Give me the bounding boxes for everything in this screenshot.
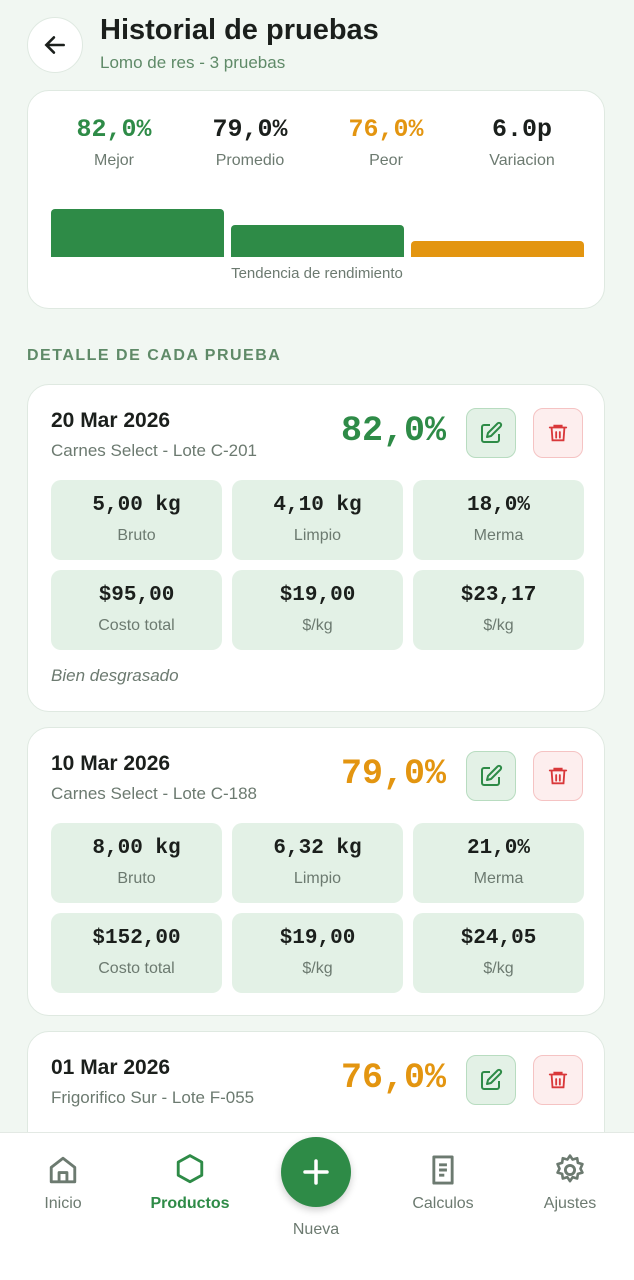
summary-card: Tendencia de rendimiento 82,0% Mejor 79,0%… [27,90,605,309]
metric-box: $23,17 $/kg [413,570,584,650]
test-supplier: Frigorifico Sur - Lote F-055 [51,1088,255,1107]
test-yield: 76,0% [340,1058,446,1098]
test-date: 20 Mar 2026 [51,409,171,432]
stat-label: Peor [369,152,403,169]
metric-box: 6,32 kg Limpio [232,823,403,903]
metric-value: 4,10 kg [273,494,362,517]
metric-box: $95,00 Costo total [51,570,222,650]
trend-bar [411,241,584,257]
nav-label[interactable]: Ajustes [543,1195,597,1212]
section-title: DETALLE DE CADA PRUEBA [27,347,282,364]
test-yield: 82,0% [340,411,446,451]
stat-label: Promedio [215,152,285,169]
page-subtitle: Lomo de res - 3 pruebas [100,53,286,72]
metric-label: Limpio [293,870,342,887]
test-date: 01 Mar 2026 [51,1056,171,1079]
metric-box: 21,0% Merma [413,823,584,903]
edit-button[interactable] [466,408,516,458]
test-card: 10 Mar 2026 Carnes Select - Lote C-188 79,… [27,727,605,1016]
stat-label: Variacion [489,152,555,169]
stat-value: 79,0% [212,115,288,144]
metric-label: Bruto [117,870,156,887]
metric-value: $95,00 [98,584,175,607]
fab-button[interactable] [281,1137,351,1207]
nav-icon[interactable] [46,1153,80,1192]
metric-label: $/kg [483,617,514,634]
test-supplier: Carnes Select - Lote C-201 [51,441,257,460]
delete-button[interactable] [533,751,583,801]
metric-label: Costo total [98,617,175,634]
metric-label: $/kg [302,617,333,634]
metric-box: $19,00 $/kg [232,913,403,993]
metric-box: 8,00 kg Bruto [51,823,222,903]
edit-button[interactable] [466,751,516,801]
nav-icon[interactable] [426,1153,460,1192]
metric-value: 6,32 kg [273,837,362,860]
metric-value: 8,00 kg [92,837,181,860]
metric-box: $152,00 Costo total [51,913,222,993]
edit-button[interactable] [466,1055,516,1105]
metric-label: Bruto [117,527,156,544]
nav-label[interactable]: Inicio [44,1195,82,1212]
metric-value: $24,05 [460,927,537,950]
trend-bar [51,209,224,257]
stat-value: 82,0% [76,115,152,144]
nav-label[interactable]: Calculos [412,1195,474,1212]
nav-icon[interactable] [173,1153,207,1192]
metric-box: $24,05 $/kg [413,913,584,993]
stat-label: Mejor [93,152,134,169]
metric-label: Costo total [98,960,175,977]
stat-value: 6.0p [491,115,552,144]
metric-label: Merma [473,527,524,544]
metric-value: 21,0% [466,837,530,860]
metric-label: $/kg [483,960,514,977]
metric-box: 5,00 kg Bruto [51,480,222,560]
metric-label: Limpio [293,527,342,544]
nav-icon[interactable] [553,1153,587,1192]
back-button[interactable] [27,17,83,73]
test-card: 20 Mar 2026 Carnes Select - Lote C-201 82,… [27,384,605,712]
metric-box: 18,0% Merma [413,480,584,560]
nav-label[interactable]: Productos [150,1195,230,1212]
trend-label: Tendencia de rendimiento [231,265,403,282]
metric-box: 4,10 kg Limpio [232,480,403,560]
nav-label: Nueva [292,1221,340,1238]
metric-label: $/kg [302,960,333,977]
metric-value: 5,00 kg [92,494,181,517]
back-icon [44,36,65,54]
metric-value: $23,17 [460,584,537,607]
metric-value: $152,00 [92,927,181,950]
delete-button[interactable] [533,408,583,458]
delete-button[interactable] [533,1055,583,1105]
metric-label: Merma [473,870,524,887]
page-title: Historial de pruebas [100,14,379,46]
test-date: 10 Mar 2026 [51,752,171,775]
test-supplier: Carnes Select - Lote C-188 [51,784,257,803]
trend-bar [231,225,404,257]
test-note: Bien desgrasado [51,666,179,685]
metric-value: 18,0% [466,494,530,517]
metric-value: $19,00 [279,584,356,607]
metric-box: $19,00 $/kg [232,570,403,650]
stat-value: 76,0% [348,115,424,144]
bottom-nav: Inicio Productos Nueva Calculos Ajustes [0,1132,634,1280]
test-yield: 79,0% [340,754,446,794]
metric-value: $19,00 [279,927,356,950]
